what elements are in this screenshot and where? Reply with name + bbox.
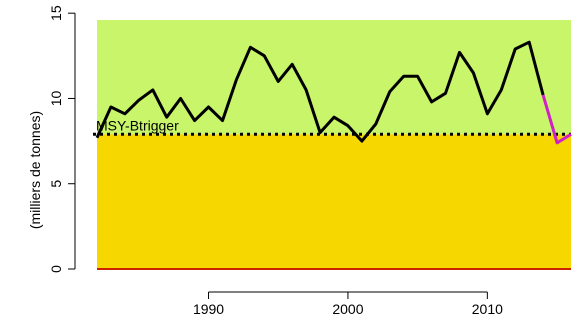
y-axis: 0 5 10 15 xyxy=(48,5,76,273)
x-tick-label: 2010 xyxy=(472,301,503,317)
y-tick-label: 5 xyxy=(48,180,64,188)
zone-above-reference xyxy=(97,20,571,135)
x-axis: 1990 2000 2010 xyxy=(193,291,503,317)
y-axis-title: (milliers de tonnes) xyxy=(27,111,43,229)
x-tick-label: 2000 xyxy=(332,301,363,317)
y-tick-label: 15 xyxy=(48,5,64,21)
y-tick-label: 10 xyxy=(48,90,64,106)
x-tick-label: 1990 xyxy=(193,301,224,317)
zone-below-reference xyxy=(97,134,571,269)
series-lines xyxy=(95,40,572,145)
reference-label: MSY-Btrigger xyxy=(96,117,179,133)
y-tick-label: 0 xyxy=(48,265,64,273)
